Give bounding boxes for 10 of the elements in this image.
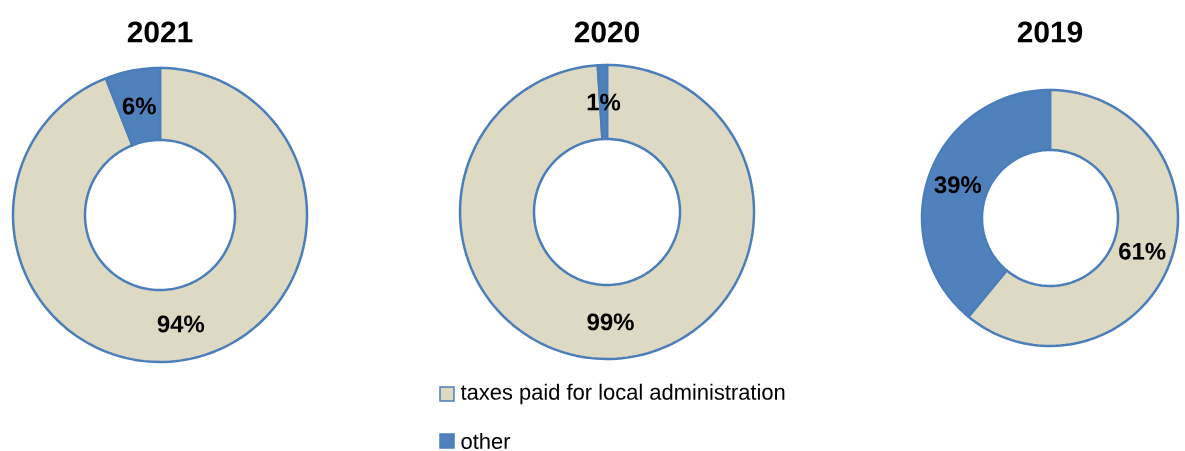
data-label: 61% — [1119, 242, 1166, 260]
chart-title: 2019 — [1017, 21, 1083, 43]
data-label: 6% — [122, 97, 156, 115]
legend-label: taxes paid for local administration — [460, 383, 785, 405]
data-label: 39% — [934, 176, 982, 194]
legend-label: other — [461, 432, 511, 450]
chart-title: 2021 — [127, 21, 193, 43]
data-label: 99% — [587, 313, 634, 331]
chart-title: 2020 — [574, 21, 639, 43]
data-label: 94% — [157, 315, 205, 333]
